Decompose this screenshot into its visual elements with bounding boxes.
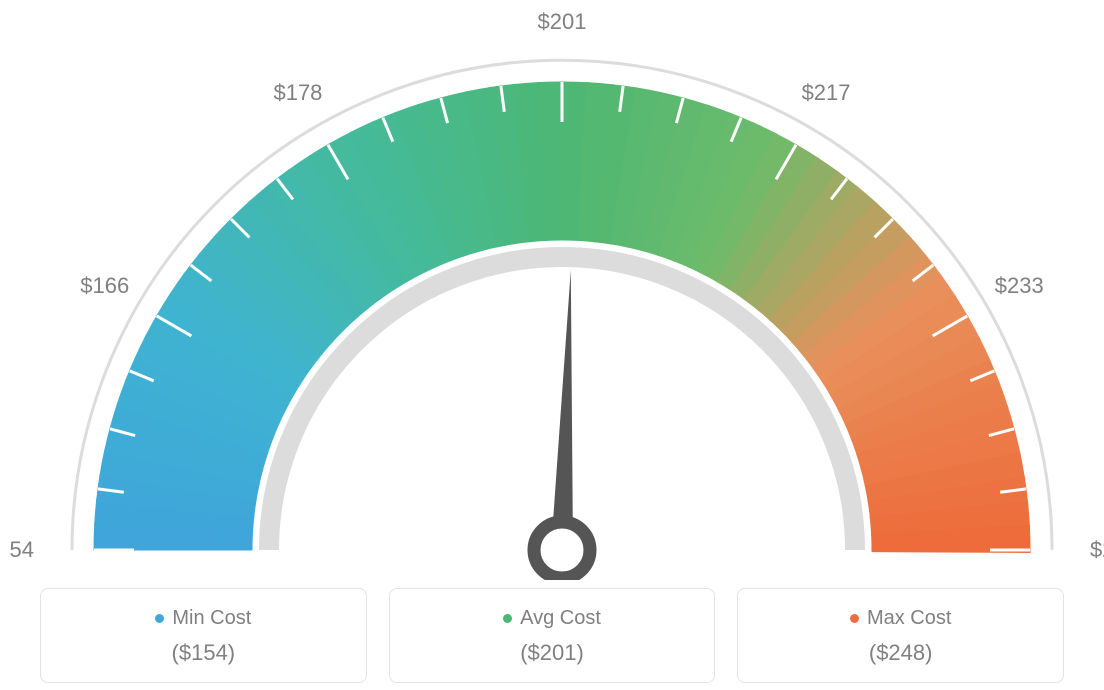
legend-row: Min Cost ($154) Avg Cost ($201) Max Cost… — [10, 588, 1094, 683]
legend-value-min: ($154) — [51, 640, 356, 666]
gauge-area: $154$166$178$201$217$233$248 — [10, 10, 1094, 580]
tick-label: $201 — [538, 10, 587, 34]
legend-label-max: Max Cost — [867, 607, 951, 630]
dot-min — [155, 614, 164, 623]
legend-card-min: Min Cost ($154) — [40, 588, 367, 683]
tick-label: $166 — [80, 273, 129, 298]
legend-card-max: Max Cost ($248) — [737, 588, 1064, 683]
dot-max — [850, 614, 859, 623]
needle-pivot — [534, 522, 590, 578]
legend-value-max: ($248) — [748, 640, 1053, 666]
gauge-svg: $154 $166 $178 $201 $217 $233 $248 — [10, 10, 1104, 580]
legend-label-avg: Avg Cost — [520, 607, 601, 630]
tick-label: $248 — [1090, 537, 1104, 562]
legend-card-avg: Avg Cost ($201) — [389, 588, 716, 683]
legend-value-avg: ($201) — [400, 640, 705, 666]
chart-container: $154 $166 $178 $201 $217 $233 $248 Min Cost ($… — [0, 0, 1104, 690]
tick-label: $154 — [10, 537, 34, 562]
tick-label: $233 — [995, 273, 1044, 298]
legend-label-min: Min Cost — [172, 607, 251, 630]
tick-label: $217 — [802, 80, 851, 105]
needle — [551, 270, 573, 550]
legend-title-avg: Avg Cost — [503, 607, 601, 630]
legend-title-min: Min Cost — [155, 607, 251, 630]
tick-label: $178 — [273, 80, 322, 105]
legend-title-max: Max Cost — [850, 607, 951, 630]
dot-avg — [503, 614, 512, 623]
